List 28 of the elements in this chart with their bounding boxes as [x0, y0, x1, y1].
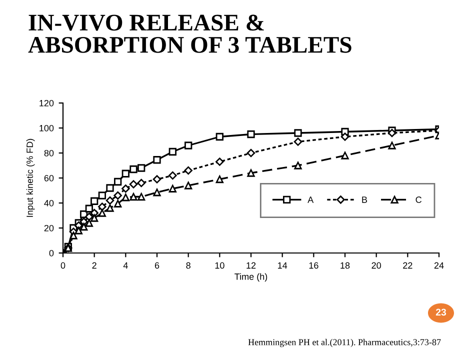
text: Hemmingsen PH et al.(2011). Pharmaceutics,3:73-87 [248, 338, 441, 348]
x-tick-label: 20 [372, 262, 381, 269]
y-tick-label: 40 [44, 200, 54, 206]
legend-label: C [416, 196, 422, 203]
text: 23 [436, 308, 446, 316]
y-tick-label: 100 [40, 124, 54, 132]
y-tick-label: 0 [49, 250, 54, 256]
y-axis-title: Input kinetic (% FD) [26, 138, 35, 217]
x-tick-label: 14 [278, 262, 288, 269]
x-tick-label: 2 [92, 262, 96, 269]
x-tick-label: 16 [309, 262, 318, 269]
legend-label: A [308, 196, 314, 203]
x-tick-label: 12 [246, 262, 256, 269]
x-tick-label: 0 [60, 262, 66, 269]
x-tick-label: 10 [215, 262, 224, 269]
legend-label: B [362, 196, 368, 203]
chart-title: IN-VIVO RELEASE & ABSORPTION OF 3 TABLETS [28, 14, 352, 53]
y-tick-label: 20 [44, 224, 54, 232]
x-tick-label: 8 [186, 262, 190, 269]
x-tick-label: 6 [154, 262, 160, 269]
x-tick-label: 22 [403, 262, 412, 269]
y-tick-label: 120 [40, 100, 54, 106]
x-axis-title: Time (h) [234, 273, 268, 282]
x-tick-label: 4 [123, 262, 128, 269]
x-tick-label: 18 [340, 262, 350, 269]
y-tick-label: 80 [44, 150, 54, 156]
x-tick-label: 24 [434, 262, 444, 269]
y-tick-label: 60 [44, 174, 54, 182]
